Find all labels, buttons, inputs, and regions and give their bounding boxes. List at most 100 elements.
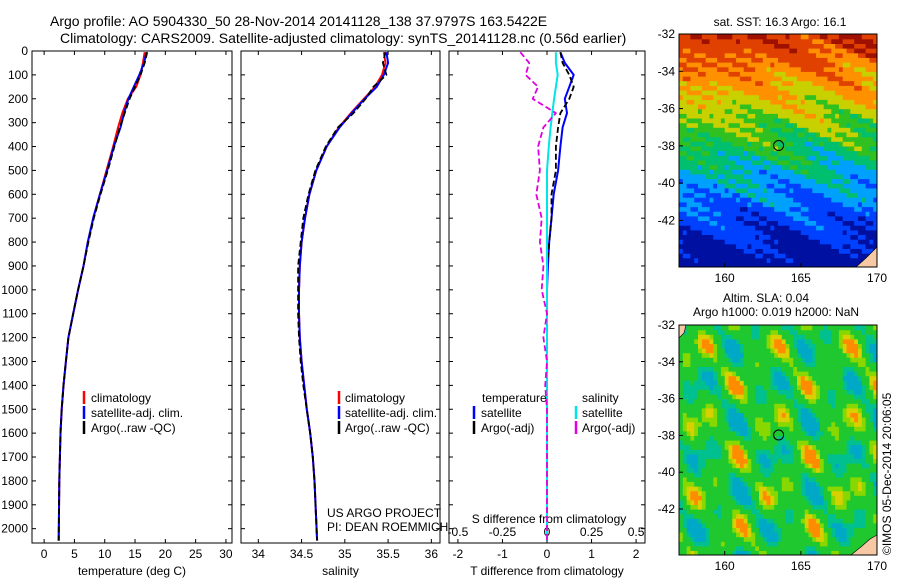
- map-cell: [831, 440, 836, 446]
- map-cell: [793, 421, 798, 427]
- map-cell: [694, 178, 699, 184]
- map-cell: [701, 412, 707, 418]
- map-cell: [739, 173, 745, 180]
- map-cell: [690, 183, 695, 189]
- map-cell: [835, 75, 840, 82]
- map-cell: [736, 131, 741, 138]
- map-cell: [835, 52, 840, 58]
- map-cell: [850, 518, 855, 524]
- map-cell: [762, 495, 768, 501]
- map-cell: [686, 197, 691, 203]
- map-cell: [873, 159, 877, 166]
- map-cell: [854, 476, 859, 482]
- map-cell: [717, 136, 722, 142]
- map-cell: [679, 407, 684, 413]
- map-cell: [751, 248, 756, 254]
- map-cell: [694, 192, 699, 198]
- map-cell: [701, 380, 707, 386]
- map-cell: [823, 164, 829, 170]
- map-cell: [732, 522, 737, 528]
- map-cell: [717, 169, 722, 175]
- map-cell: [713, 89, 718, 96]
- map-cell: [736, 248, 741, 254]
- map-cell: [774, 62, 779, 68]
- legend-label-sal-satellite: satellite: [582, 406, 623, 420]
- map-cell: [812, 495, 817, 501]
- map-cell: [808, 206, 813, 212]
- map-cell: [739, 449, 745, 455]
- map-cell: [831, 371, 836, 377]
- map-cell: [835, 187, 840, 194]
- map-cell: [785, 150, 790, 156]
- map-cell: [701, 499, 707, 505]
- map-cell: [789, 234, 794, 240]
- map-cell: [705, 467, 711, 473]
- map-cell: [766, 371, 771, 377]
- map-cell: [762, 99, 768, 105]
- map-cell: [793, 108, 798, 114]
- map-cell: [838, 412, 844, 418]
- map-cell: [679, 545, 684, 551]
- map-cell: [865, 430, 870, 436]
- map-cell: [816, 103, 821, 110]
- map-cell: [800, 48, 806, 54]
- map-cell: [850, 122, 855, 128]
- map-cell: [774, 229, 779, 235]
- map-cell: [781, 449, 787, 455]
- map-cell: [743, 453, 749, 459]
- map-cell: [816, 136, 821, 142]
- map-cell: [766, 159, 771, 166]
- map-cell: [808, 215, 813, 221]
- map-cell: [812, 57, 817, 63]
- map-cell: [690, 472, 695, 478]
- map-cell: [812, 243, 817, 249]
- map-cell: [831, 34, 836, 40]
- map-cell: [789, 389, 794, 395]
- map-cell: [854, 253, 859, 259]
- map-cell: [842, 225, 848, 231]
- map-cell: [728, 504, 733, 510]
- map-cell: [751, 398, 756, 404]
- map-cell: [816, 463, 821, 469]
- map-cell: [873, 183, 877, 189]
- map-cell: [705, 108, 711, 114]
- map-cell: [739, 211, 745, 217]
- map-cell: [705, 34, 711, 40]
- map-cell: [759, 545, 764, 551]
- map-cell: [861, 192, 867, 198]
- map-cell: [724, 262, 730, 267]
- map-cell: [819, 513, 825, 519]
- map-cell: [717, 421, 722, 427]
- map-cell: [842, 490, 848, 496]
- map-cell: [823, 435, 829, 441]
- map-cell: [785, 66, 790, 72]
- map-cell: [812, 458, 817, 464]
- map-cell: [774, 262, 779, 267]
- y-tick-label: 400: [8, 140, 28, 154]
- map-cell: [717, 440, 722, 446]
- map-cell: [724, 545, 730, 551]
- map-cell: [728, 75, 733, 82]
- map-cell: [816, 85, 821, 91]
- map-cell: [751, 141, 756, 147]
- map-cell: [701, 66, 707, 72]
- map-cell: [766, 117, 771, 124]
- map-cell: [793, 187, 798, 194]
- map-cell: [770, 257, 775, 263]
- map-cell: [720, 201, 726, 208]
- map-cell: [785, 513, 790, 519]
- map-cell: [789, 206, 794, 212]
- map-cell: [800, 229, 806, 235]
- map-cell: [842, 253, 848, 259]
- map-cell: [873, 509, 877, 515]
- map-cell: [705, 225, 711, 231]
- map-cell: [846, 234, 851, 240]
- series-line-salinity-satellite: [546, 52, 559, 541]
- map-cell: [686, 71, 691, 77]
- map-cell: [751, 183, 756, 189]
- map-cell: [679, 430, 684, 436]
- map-cell: [842, 509, 848, 515]
- map-cell: [781, 150, 787, 156]
- map-cell: [838, 127, 844, 133]
- map-cell: [850, 225, 855, 231]
